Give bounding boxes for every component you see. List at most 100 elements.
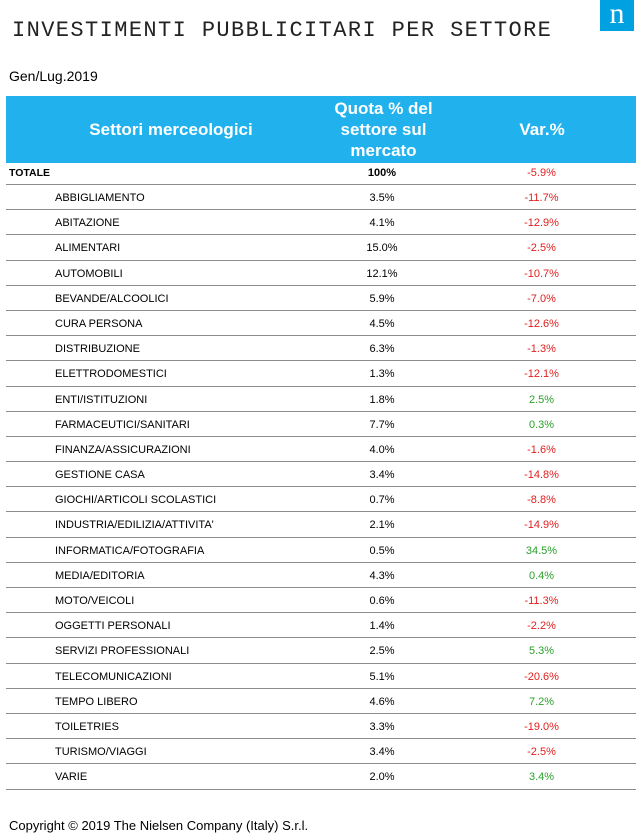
sector-var: -12.9%: [524, 217, 559, 230]
sector-share: 5.9%: [369, 292, 395, 305]
sector-name: SERVIZI PROFESSIONALI: [55, 645, 190, 658]
sector-share: 2.5%: [369, 645, 395, 658]
sector-var: -19.0%: [524, 720, 559, 733]
sector-name: TELECOMUNICAZIONI: [55, 670, 172, 683]
sector-var: -2.5%: [527, 746, 556, 759]
table-row: INDUSTRIA/EDILIZIA/ATTIVITA' 2.1% -14.9%: [6, 512, 636, 538]
header-var: Var.%: [519, 119, 565, 139]
sector-var: 3.4%: [528, 771, 555, 784]
sector-name: INDUSTRIA/EDILIZIA/ATTIVITA': [55, 519, 214, 532]
sector-name: BEVANDE/ALCOOLICI: [55, 292, 169, 305]
page-title: INVESTIMENTI PUBBLICITARI PER SETTORE: [12, 18, 553, 43]
sector-var: 0.3%: [528, 418, 555, 431]
sector-share: 0.6%: [369, 595, 395, 607]
sector-name: GIOCHI/ARTICOLI SCOLASTICI: [55, 494, 217, 507]
table-row: INFORMATICA/FOTOGRAFIA 0.5% 34.5%: [6, 538, 636, 563]
table-row: TURISMO/VIAGGI 3.4% -2.5%: [6, 739, 636, 765]
sector-share: 4.6%: [369, 695, 395, 708]
table-row: TOILETRIES 3.3% -19.0%: [6, 714, 636, 740]
table-row: AUTOMOBILI 12.1% -10.7%: [6, 261, 636, 286]
sector-name: INFORMATICA/FOTOGRAFIA: [55, 544, 205, 557]
sector-var: 0.4%: [528, 569, 555, 582]
sector-share: 1.3%: [369, 368, 395, 381]
sector-share: 15.0%: [366, 242, 398, 255]
sector-name: ABBIGLIAMENTO: [55, 192, 145, 204]
sector-share: 1.4%: [369, 620, 395, 633]
sector-var: -10.7%: [524, 267, 559, 280]
sector-share: 0.5%: [369, 544, 395, 557]
sector-name: MOTO/VEICOLI: [55, 595, 135, 607]
sector-var: -2.2%: [527, 620, 556, 633]
sector-var: -7.0%: [527, 292, 556, 305]
sector-name: TEMPO LIBERO: [55, 695, 138, 708]
sector-name: DISTRIBUZIONE: [55, 343, 140, 356]
sector-var: -11.7%: [524, 192, 559, 204]
sector-share: 7.7%: [369, 418, 395, 431]
sector-share: 4.5%: [369, 317, 395, 330]
table-row: MEDIA/EDITORIA 4.3% 0.4%: [6, 563, 636, 588]
table-header: Settori merceologici Quota % del settore…: [6, 96, 636, 163]
sector-share: 4.3%: [369, 569, 395, 582]
copyright-text: Copyright © 2019 The Nielsen Company (It…: [9, 818, 309, 833]
sector-var: 7.2%: [528, 695, 555, 708]
sector-name: FARMACEUTICI/SANITARI: [55, 418, 190, 431]
table-body: TOTALE 100% -5.9% ABBIGLIAMENTO 3.5% -11.7…: [6, 163, 636, 790]
table-row: ABBIGLIAMENTO 3.5% -11.7%: [6, 185, 636, 211]
sector-share: 1.8%: [369, 393, 395, 406]
sector-name: ABITAZIONE: [55, 217, 120, 230]
header-share: Quota % del settore sul mercato: [334, 99, 433, 160]
total-share: 100%: [367, 167, 397, 179]
sector-share: 3.5%: [369, 192, 395, 204]
sector-name: ENTI/ISTITUZIONI: [55, 393, 148, 406]
sector-var: -8.8%: [527, 494, 556, 507]
sector-share: 2.1%: [369, 519, 395, 532]
sector-share: 3.3%: [369, 720, 395, 733]
header-sector: Settori merceologici: [89, 119, 253, 139]
sector-name: VARIE: [55, 771, 88, 784]
table-row: GESTIONE CASA 3.4% -14.8%: [6, 462, 636, 488]
table-row: ABITAZIONE 4.1% -12.9%: [6, 210, 636, 236]
table-row-total: TOTALE 100% -5.9%: [6, 163, 636, 185]
sector-name: OGGETTI PERSONALI: [55, 620, 171, 633]
sector-name: MEDIA/EDITORIA: [55, 569, 145, 582]
table-row: FARMACEUTICI/SANITARI 7.7% 0.3%: [6, 412, 636, 437]
table-row: CURA PERSONA 4.5% -12.6%: [6, 311, 636, 337]
sector-name: AUTOMOBILI: [55, 267, 123, 280]
table-row: GIOCHI/ARTICOLI SCOLASTICI 0.7% -8.8%: [6, 487, 636, 513]
sector-name: TURISMO/VIAGGI: [55, 746, 147, 759]
sector-var: -11.3%: [524, 595, 559, 607]
sector-var: 5.3%: [528, 645, 555, 658]
sector-name: CURA PERSONA: [55, 317, 143, 330]
sector-var: -2.5%: [527, 242, 556, 255]
sector-var: -1.6%: [527, 443, 556, 456]
table-row: OGGETTI PERSONALI 1.4% -2.2%: [6, 613, 636, 639]
sector-var: -14.9%: [524, 519, 559, 532]
table-row: VARIE 2.0% 3.4%: [6, 764, 636, 790]
table-row: ENTI/ISTITUZIONI 1.8% 2.5%: [6, 387, 636, 412]
sector-var: -14.8%: [524, 469, 559, 482]
sector-share: 6.3%: [369, 343, 395, 356]
table-row: TEMPO LIBERO 4.6% 7.2%: [6, 689, 636, 714]
table-row: SERVIZI PROFESSIONALI 2.5% 5.3%: [6, 638, 636, 664]
sector-share: 4.0%: [369, 443, 395, 456]
sector-share: 12.1%: [366, 267, 398, 280]
sector-name: FINANZA/ASSICURAZIONI: [55, 443, 191, 456]
sector-var: -12.6%: [524, 317, 559, 330]
sector-share: 5.1%: [369, 670, 395, 683]
sector-share: 4.1%: [369, 217, 395, 230]
table-row: DISTRIBUZIONE 6.3% -1.3%: [6, 336, 636, 362]
sector-share: 0.7%: [369, 494, 395, 507]
sector-name: TOILETRIES: [55, 720, 119, 733]
sector-var: -12.1%: [524, 368, 559, 381]
sector-name: GESTIONE CASA: [55, 469, 145, 482]
period-label: Gen/Lug.2019: [9, 68, 98, 84]
table-row: TELECOMUNICAZIONI 5.1% -20.6%: [6, 664, 636, 689]
sector-var: 2.5%: [528, 393, 555, 406]
table-row: ALIMENTARI 15.0% -2.5%: [6, 235, 636, 261]
sector-var: -1.3%: [527, 343, 556, 356]
total-var: -5.9%: [527, 167, 556, 179]
table-row: MOTO/VEICOLI 0.6% -11.3%: [6, 588, 636, 614]
table-row: ELETTRODOMESTICI 1.3% -12.1%: [6, 361, 636, 387]
nielsen-logo-icon: n: [600, 0, 634, 31]
table-row: BEVANDE/ALCOOLICI 5.9% -7.0%: [6, 286, 636, 311]
